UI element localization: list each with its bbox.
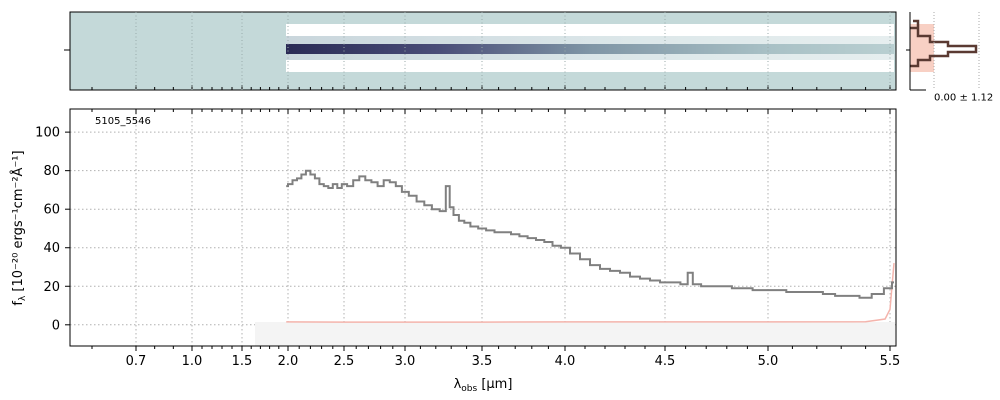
profile-fill [910,24,934,72]
low-sn-shade [255,322,895,346]
spectrum-1d-panel: 0.7 1.0 1.5 2.0 2.5 3.0 3.5 4.0 4.5 5.0 5.5 0 20 40 6… [10,108,901,394]
x-axis-ticks: 0.7 1.0 1.5 2.0 2.5 3.0 3.5 4.0 4.5 5.0 5.5 [91,109,901,369]
x-tick-label: 0.7 [126,354,147,369]
y-axis-label: fλ [10⁻²⁰ ergs⁻¹cm⁻²Å⁻¹] [10,150,28,305]
profile-panel: 0.00 ± 1.12 [906,12,993,103]
x-tick-label: 1.0 [182,354,203,369]
x-axis-label: λobs [μm] [454,377,513,394]
y-tick-label: 0 [52,318,60,333]
x-tick-label: 3.5 [472,354,493,369]
x-tick-label: 2.5 [334,354,355,369]
y-tick-label: 40 [43,241,60,256]
x-tick-label: 2.0 [278,354,299,369]
x-tick-label: 4.0 [555,354,576,369]
spectrum-2d-trace [286,44,894,54]
y-tick-label: 60 [43,203,60,218]
spectrum-2d-panel [64,11,897,91]
y-tick-label: 20 [43,280,60,295]
y-tick-label: 100 [35,126,60,141]
x-tick-label: 1.5 [232,354,253,369]
x-tick-label: 3.0 [395,354,416,369]
profile-tick-label: 0.00 ± 1.12 [934,92,993,103]
x-tick-label: 5.0 [758,354,779,369]
profile-curve [910,19,978,68]
y-tick-label: 80 [43,164,60,179]
spectrum-2d-frame [69,11,897,91]
flux-series [286,169,894,299]
x-tick-label: 5.5 [880,354,901,369]
plot-frame [69,108,897,347]
spectrum-2d-ticks [91,12,891,90]
x-tick-label: 4.5 [655,354,676,369]
uncertainty-series [286,263,895,323]
y-axis-ticks: 0 20 40 60 80 100 [35,126,70,333]
object-id-annotation: 5105_5546 [95,116,151,127]
